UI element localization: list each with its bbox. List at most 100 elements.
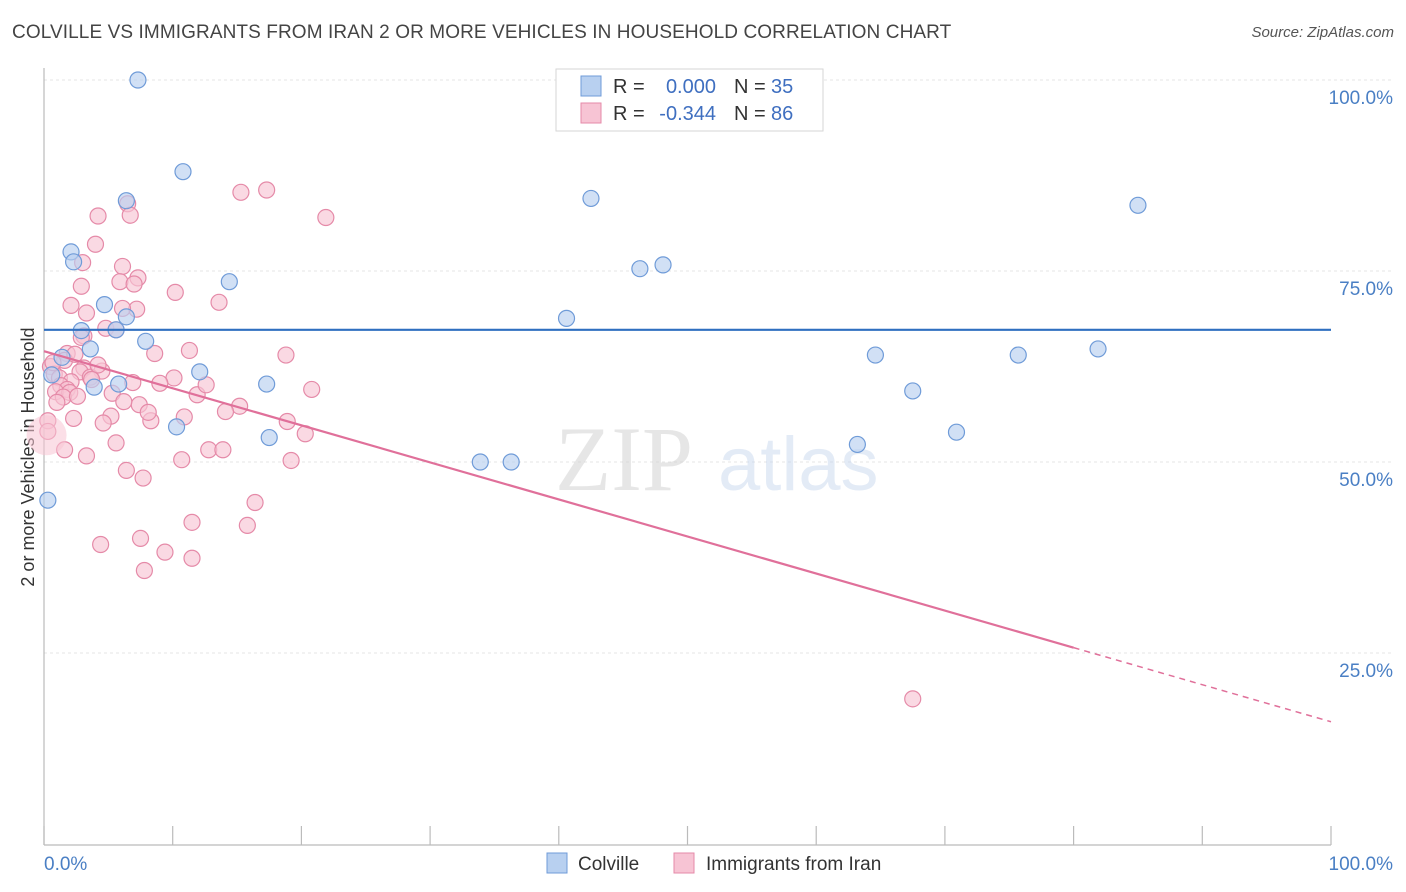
- data-point-blue: [502, 453, 520, 471]
- bottom-legend-swatch-colville: [546, 852, 568, 874]
- data-point-pink: [303, 380, 321, 399]
- data-point-blue: [631, 260, 649, 278]
- watermark: ZIP atlas: [555, 408, 879, 510]
- trend-lines: [43, 328, 1332, 723]
- data-point-pink: [68, 387, 87, 405]
- data-point-blue: [191, 363, 209, 381]
- y-tick-label: 50.0%: [1339, 470, 1393, 491]
- data-point-blue: [65, 253, 83, 271]
- data-point-pink: [134, 469, 152, 487]
- y-axis-label: 2 or more Vehicles in Household: [18, 327, 38, 586]
- legend-n-value-2: 86: [771, 103, 793, 125]
- data-point-blue: [260, 428, 278, 447]
- correlation-legend: R = 0.000 N = 35 R = -0.344 N = 86: [555, 68, 824, 132]
- data-point-blue: [947, 423, 966, 441]
- legend-n-value-1: 35: [771, 76, 793, 98]
- data-point-blue: [85, 378, 103, 396]
- data-point-pink: [156, 543, 174, 561]
- data-point-pink: [146, 344, 164, 363]
- y-tick-label: 75.0%: [1339, 279, 1393, 300]
- data-point-pink: [131, 529, 150, 548]
- data-point-pink: [135, 561, 153, 580]
- data-point-blue: [117, 308, 135, 326]
- data-point-pink: [121, 206, 139, 224]
- legend-swatch-iran: [580, 102, 602, 124]
- data-point-blue: [1089, 340, 1107, 358]
- data-point-pink: [232, 183, 250, 201]
- trend-line-extension-pink: [1073, 646, 1332, 723]
- data-point-pink: [115, 393, 133, 411]
- data-point-blue: [129, 71, 147, 89]
- data-point-pink: [89, 207, 107, 225]
- x-tick-label-left: 0.0%: [44, 854, 87, 875]
- data-point-pink: [183, 513, 201, 531]
- data-point-pink: [107, 434, 125, 452]
- data-point-pink: [173, 451, 191, 469]
- data-point-pink: [48, 393, 66, 412]
- data-point-blue: [866, 346, 885, 364]
- data-point-pink: [166, 283, 184, 301]
- data-point-blue: [1009, 346, 1027, 364]
- data-point-pink: [246, 493, 264, 512]
- data-point-blue: [117, 192, 135, 210]
- data-point-blue: [471, 453, 489, 471]
- data-point-pink: [139, 403, 157, 421]
- chart-title: COLVILLE VS IMMIGRANTS FROM IRAN 2 OR MO…: [12, 22, 952, 43]
- data-point-blue: [110, 375, 128, 393]
- data-point-pink: [904, 690, 922, 708]
- gridlines: [44, 79, 1392, 654]
- data-point-pink: [113, 257, 132, 276]
- data-point-blue: [43, 366, 61, 384]
- source-label: Source: ZipAtlas.com: [1251, 24, 1394, 41]
- data-point-blue: [167, 418, 186, 436]
- legend-swatch-colville: [580, 75, 602, 97]
- x-tick-marks: [43, 826, 1332, 845]
- x-tick-label-right: 100.0%: [1329, 854, 1394, 875]
- watermark-zip: ZIP: [555, 408, 693, 510]
- legend-r-value-1: 0.000: [666, 76, 716, 98]
- y-tick-label: 25.0%: [1339, 661, 1393, 682]
- legend-n-label-1: N =: [734, 76, 766, 98]
- data-point-pink: [111, 273, 129, 291]
- data-point-pink-large: [26, 415, 67, 456]
- legend-n-label-2: N =: [734, 103, 766, 125]
- data-point-pink: [125, 275, 143, 293]
- data-point-blue: [220, 273, 238, 291]
- data-point-pink: [258, 181, 276, 199]
- data-point-blue: [848, 435, 866, 454]
- data-point-blue: [904, 382, 922, 400]
- data-point-pink: [214, 441, 232, 459]
- legend-r-label-1: R =: [613, 76, 645, 98]
- data-point-pink: [117, 461, 135, 480]
- data-point-blue: [654, 256, 672, 274]
- data-point-pink: [282, 451, 300, 470]
- data-point-blue: [95, 296, 114, 314]
- y-tick-labels: 25.0% 50.0% 75.0% 100.0%: [1329, 88, 1394, 682]
- series-legend: Colville Immigrants from Iran: [546, 852, 881, 875]
- data-point-blue: [39, 491, 57, 509]
- data-point-pink: [180, 341, 199, 360]
- data-point-blue: [137, 332, 155, 350]
- trend-line-pink: [43, 350, 1074, 649]
- data-point-blue: [258, 375, 276, 393]
- data-point-pink: [62, 296, 80, 314]
- data-point-blue: [557, 309, 576, 327]
- data-point-pink: [238, 516, 256, 535]
- data-point-blue: [1129, 196, 1147, 214]
- bottom-legend-swatch-iran: [673, 852, 695, 874]
- data-point-blue: [582, 189, 600, 208]
- y-tick-label: 100.0%: [1329, 88, 1394, 109]
- bottom-legend-label-iran: Immigrants from Iran: [706, 854, 881, 875]
- data-point-pink: [183, 549, 201, 567]
- data-point-pink: [210, 293, 228, 311]
- data-point-pink: [77, 447, 96, 465]
- data-point-pink: [277, 346, 295, 364]
- data-point-blue: [81, 340, 99, 358]
- data-point-pink: [317, 208, 335, 227]
- data-point-pink: [92, 535, 110, 554]
- data-point-pink: [77, 304, 96, 322]
- data-point-pink: [72, 277, 90, 295]
- data-point-pink: [86, 235, 105, 253]
- data-point-blue: [174, 163, 192, 181]
